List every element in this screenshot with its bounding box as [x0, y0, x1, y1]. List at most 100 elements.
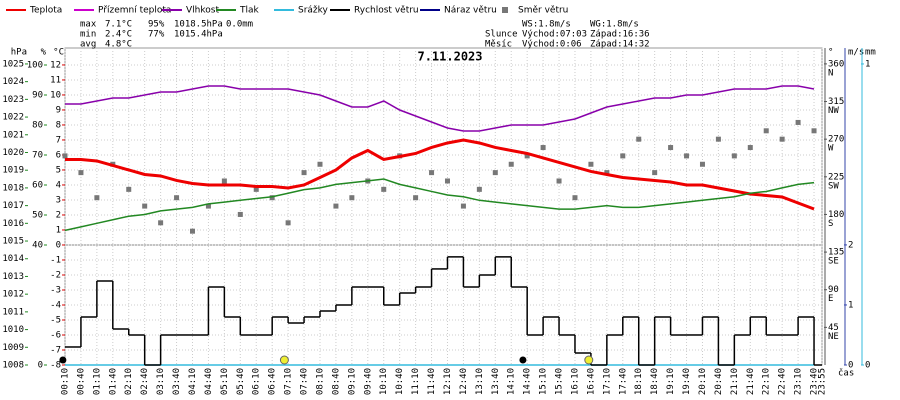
axis-unit: m/s — [848, 48, 864, 58]
x-tick-label: 22:40 — [778, 368, 788, 395]
y-tick-label: 2 — [56, 210, 61, 220]
scatter-point — [237, 211, 243, 217]
y-tick-label: 315 — [828, 97, 844, 107]
info-text: Východ:0:06 — [522, 40, 582, 50]
y-tick-label: 225 — [828, 172, 844, 182]
x-tick-label: 04:10 — [188, 368, 198, 395]
stat-value: 95% — [148, 20, 165, 30]
y-tick-label: 0 — [56, 240, 61, 250]
x-tick-label: 11:40 — [427, 368, 437, 395]
y-tick-label: 1017 — [2, 201, 24, 211]
compass-label: W — [828, 144, 834, 154]
moon-marker — [519, 356, 527, 364]
scatter-point — [684, 153, 690, 159]
scatter-point — [94, 195, 100, 201]
x-tick-label: 06:40 — [268, 368, 278, 395]
y-tick-label: 1021 — [2, 130, 24, 140]
moon-marker — [59, 356, 67, 364]
scatter-point — [811, 128, 817, 134]
x-tick-label: 02:10 — [124, 368, 134, 395]
scatter-point — [636, 136, 642, 142]
y-tick-label: 100 — [27, 61, 43, 71]
info-text: Západ:14:32 — [590, 40, 650, 50]
series-line — [65, 85, 815, 132]
y-tick-label: 1020 — [2, 148, 24, 158]
legend-label: Teplota — [29, 6, 62, 16]
y-tick-label: 10 — [50, 90, 61, 100]
scatter-point — [795, 119, 801, 125]
axis-unit: % — [41, 48, 47, 58]
axis-unit: mm — [865, 48, 876, 58]
x-tick-label: 23:40 — [810, 368, 820, 395]
scatter-point — [763, 128, 769, 134]
y-tick-label: 1015 — [2, 237, 24, 247]
x-tick-label: 12:10 — [443, 368, 453, 395]
y-tick-label: 60 — [32, 181, 43, 191]
scatter-point — [205, 203, 211, 209]
scatter-point — [269, 195, 275, 201]
y-tick-label: 1013 — [2, 272, 24, 282]
x-tick-label: 00:10 — [61, 368, 71, 395]
x-tick-label: 20:10 — [698, 368, 708, 395]
scatter-point — [652, 170, 658, 176]
x-tick-label: 03:40 — [172, 368, 182, 395]
stat-value: 77% — [148, 30, 165, 40]
x-tick-label: 08:10 — [315, 368, 325, 395]
y-tick-label: 1010 — [2, 325, 24, 335]
info-text: Slunce — [485, 30, 518, 40]
compass-label: NE — [828, 332, 839, 342]
y-tick-label: 80 — [32, 121, 43, 131]
y-tick-label: 8 — [56, 120, 61, 130]
x-tick-label: 07:10 — [284, 368, 294, 395]
y-tick-label: 5 — [56, 165, 61, 175]
x-tick-label: 16:10 — [570, 368, 580, 395]
y-tick-label: 4 — [56, 180, 61, 190]
scatter-point — [317, 161, 323, 167]
x-tick-label: 10:40 — [395, 368, 405, 395]
y-tick-label: 12 — [50, 60, 61, 70]
sun-marker — [584, 355, 594, 365]
scatter-point — [174, 195, 180, 201]
x-tick-label: 09:10 — [347, 368, 357, 395]
scatter-point — [492, 170, 498, 176]
scatter-point — [460, 203, 466, 209]
x-tick-label: 18:10 — [634, 368, 644, 395]
y-tick-label: 2 — [848, 240, 853, 250]
x-tick-label: 05:40 — [236, 368, 246, 395]
x-tick-label: 21:10 — [730, 368, 740, 395]
scatter-point — [78, 170, 84, 176]
stat-value: 2.4°C — [105, 30, 132, 40]
scatter-point — [142, 203, 148, 209]
legend-label: Tlak — [239, 6, 260, 16]
y-tick-label: 6 — [56, 150, 61, 160]
scatter-point — [604, 170, 610, 176]
y-tick-label: -6 — [50, 330, 61, 340]
x-tick-label: 02:40 — [140, 368, 150, 395]
scatter-point — [189, 228, 195, 234]
y-tick-label: -7 — [50, 345, 61, 355]
info-text: Západ:16:36 — [590, 30, 650, 40]
scatter-point — [285, 220, 291, 226]
scatter-point — [715, 136, 721, 142]
scatter-point — [508, 161, 514, 167]
x-tick-label: 12:40 — [459, 368, 469, 395]
x-tick-label: 19:10 — [666, 368, 676, 395]
y-tick-label: -1 — [50, 255, 61, 265]
legend-label: Směr větru — [518, 6, 568, 16]
series-line — [64, 178, 815, 232]
legend-swatch — [502, 7, 508, 13]
x-tick-label: 18:40 — [650, 368, 660, 395]
stat-value: 7.1°C — [105, 20, 132, 30]
y-tick-label: 1019 — [2, 166, 24, 176]
scatter-point — [62, 153, 68, 159]
y-tick-label: 1016 — [2, 219, 24, 229]
x-tick-label: 17:10 — [602, 368, 612, 395]
scatter-point — [588, 161, 594, 167]
x-tick-label: 05:10 — [220, 368, 230, 395]
axis-unit: °C — [53, 48, 64, 58]
x-tick-label: 06:10 — [252, 368, 262, 395]
x-tick-label: 19:40 — [682, 368, 692, 395]
compass-label: E — [828, 294, 833, 304]
y-tick-label: 1023 — [2, 95, 24, 105]
info-text: WS:1.8m/s — [522, 20, 571, 30]
